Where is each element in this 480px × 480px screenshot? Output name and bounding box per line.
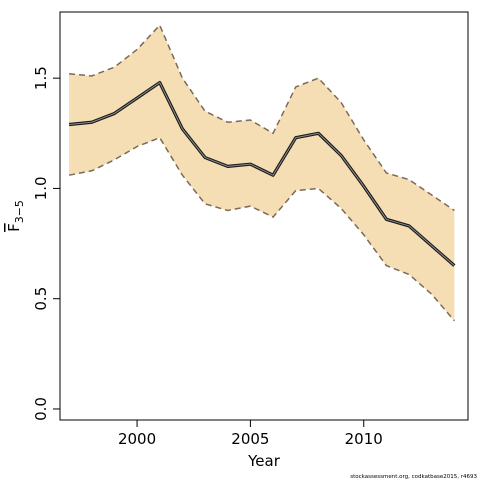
y-axis-title-subscript: 3−5	[13, 200, 26, 223]
lower-bound-line	[68, 136, 455, 322]
x-tick-label: 2005	[231, 430, 269, 448]
x-tick-label: 2000	[118, 430, 156, 448]
y-axis-title-base: F	[5, 223, 23, 232]
x-tick-label: 2010	[345, 430, 383, 448]
upper-bound-line	[68, 23, 455, 212]
credit-text: stockassessment.org, codkatbase2015, r46…	[350, 474, 477, 480]
confidence-band-area	[69, 25, 455, 321]
svg-text:F3−5: F3−5	[5, 200, 26, 232]
estimate-line-layer	[68, 80, 456, 267]
x-axis-title: Year	[247, 452, 281, 470]
y-tick-label: 1.5	[32, 66, 50, 90]
y-axis-title: F3−5	[5, 200, 26, 232]
x-axis: 2000 2005 2010	[118, 420, 383, 448]
plot-frame	[59, 11, 469, 421]
estimate-line-core	[69, 82, 455, 266]
y-axis: 0.0 0.5 1.0 1.5	[32, 66, 60, 421]
y-tick-label: 0.5	[32, 287, 50, 311]
y-tick-label: 1.0	[32, 177, 50, 201]
y-tick-label: 0.0	[32, 397, 50, 421]
confidence-band-layer	[68, 23, 455, 322]
